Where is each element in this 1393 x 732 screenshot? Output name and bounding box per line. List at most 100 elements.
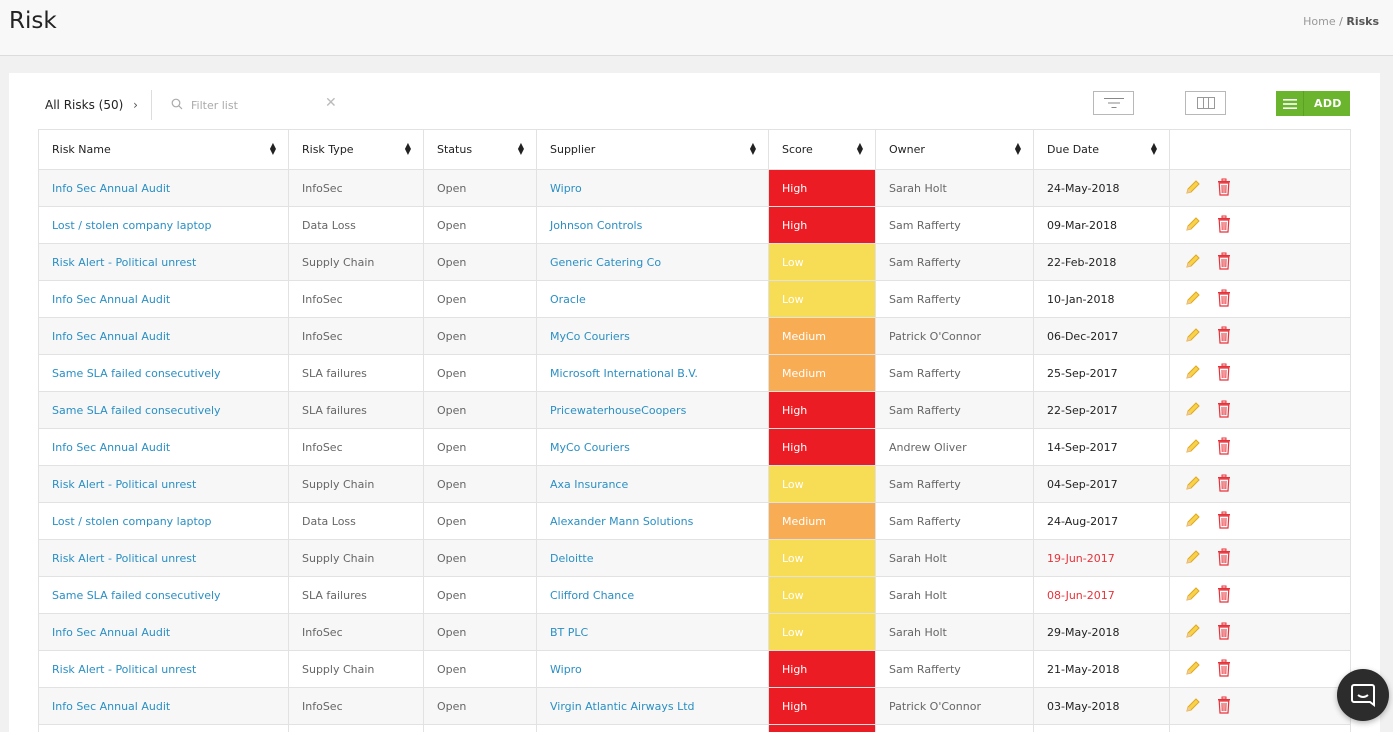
supplier-link[interactable]: Generic Catering Co xyxy=(536,243,769,281)
risk-name-link[interactable]: Info Sec Annual Audit xyxy=(38,317,289,355)
pencil-icon[interactable] xyxy=(1184,474,1202,495)
pencil-icon[interactable] xyxy=(1184,622,1202,643)
table-row[interactable]: Lost / stolen company laptop Data Loss Ope… xyxy=(38,502,1351,540)
supplier-link[interactable]: Clifford Chance xyxy=(536,576,769,614)
trash-icon[interactable] xyxy=(1216,400,1232,421)
column-header-score[interactable]: Score ▲ ▼ xyxy=(768,129,876,170)
risk-name-link[interactable]: Info Sec Annual Audit xyxy=(38,169,289,207)
trash-icon[interactable] xyxy=(1216,363,1232,384)
pencil-icon[interactable] xyxy=(1184,363,1202,384)
add-risk-button[interactable]: ADD xyxy=(1276,91,1350,116)
supplier-link[interactable] xyxy=(536,724,769,732)
risk-name-link[interactable]: Lost / stolen company laptop xyxy=(38,502,289,540)
risk-name-link[interactable] xyxy=(38,724,289,732)
supplier-link[interactable]: PricewaterhouseCoopers xyxy=(536,391,769,429)
table-row[interactable]: Info Sec Annual Audit InfoSec Open MyCo Cou… xyxy=(38,317,1351,355)
column-header-risk-name[interactable]: Risk Name ▲ ▼ xyxy=(38,129,289,170)
table-row[interactable]: Info Sec Annual Audit InfoSec Open MyCo Cou… xyxy=(38,428,1351,466)
supplier-link[interactable]: Virgin Atlantic Airways Ltd xyxy=(536,687,769,725)
sort-arrows-icon[interactable]: ▲ ▼ xyxy=(269,141,276,156)
trash-icon[interactable] xyxy=(1216,622,1232,643)
pencil-icon[interactable] xyxy=(1184,400,1202,421)
risk-name-link[interactable]: Risk Alert - Political unrest xyxy=(38,650,289,688)
pencil-icon[interactable] xyxy=(1184,696,1202,717)
table-row[interactable]: High xyxy=(38,724,1351,732)
trash-icon[interactable] xyxy=(1216,474,1232,495)
risk-name-link[interactable]: Risk Alert - Political unrest xyxy=(38,465,289,503)
pencil-icon[interactable] xyxy=(1184,659,1202,680)
supplier-link[interactable]: Wipro xyxy=(536,650,769,688)
supplier-link[interactable]: Wipro xyxy=(536,169,769,207)
supplier-link[interactable]: BT PLC xyxy=(536,613,769,651)
risk-name-link[interactable]: Risk Alert - Political unrest xyxy=(38,243,289,281)
pencil-icon[interactable] xyxy=(1184,178,1202,199)
pencil-icon[interactable] xyxy=(1184,215,1202,236)
trash-icon[interactable] xyxy=(1216,548,1232,569)
trash-icon[interactable] xyxy=(1216,511,1232,532)
trash-icon[interactable] xyxy=(1216,659,1232,680)
table-row[interactable]: Risk Alert - Political unrest Supply Chai… xyxy=(38,243,1351,281)
column-header-risk-type[interactable]: Risk Type ▲ ▼ xyxy=(288,129,424,170)
table-row[interactable]: Risk Alert - Political unrest Supply Chai… xyxy=(38,650,1351,688)
pencil-icon[interactable] xyxy=(1184,511,1202,532)
all-risks-dropdown[interactable]: All Risks (50) › xyxy=(45,98,138,112)
trash-icon[interactable] xyxy=(1216,289,1232,310)
supplier-link[interactable]: MyCo Couriers xyxy=(536,428,769,466)
risk-name-link[interactable]: Info Sec Annual Audit xyxy=(38,280,289,318)
pencil-icon[interactable] xyxy=(1184,548,1202,569)
column-header-owner[interactable]: Owner ▲ ▼ xyxy=(875,129,1034,170)
pencil-icon[interactable] xyxy=(1184,326,1202,347)
supplier-link[interactable]: Alexander Mann Solutions xyxy=(536,502,769,540)
columns-button[interactable] xyxy=(1185,91,1226,115)
sort-arrows-icon[interactable]: ▲ ▼ xyxy=(856,141,863,156)
filter-list-input[interactable] xyxy=(191,95,316,115)
table-row[interactable]: Info Sec Annual Audit InfoSec Open Wipro Hig… xyxy=(38,169,1351,207)
column-header-supplier[interactable]: Supplier ▲ ▼ xyxy=(536,129,769,170)
trash-icon[interactable] xyxy=(1216,215,1232,236)
table-row[interactable]: Same SLA failed consecutively SLA failure… xyxy=(38,354,1351,392)
supplier-link[interactable]: Oracle xyxy=(536,280,769,318)
table-row[interactable]: Risk Alert - Political unrest Supply Chai… xyxy=(38,465,1351,503)
table-row[interactable]: Info Sec Annual Audit InfoSec Open Virgin A… xyxy=(38,687,1351,725)
column-header-due-date[interactable]: Due Date ▲ ▼ xyxy=(1033,129,1170,170)
supplier-link[interactable]: MyCo Couriers xyxy=(536,317,769,355)
risk-name-link[interactable]: Info Sec Annual Audit xyxy=(38,613,289,651)
trash-icon[interactable] xyxy=(1216,252,1232,273)
column-header-status[interactable]: Status ▲ ▼ xyxy=(423,129,537,170)
close-icon[interactable]: ✕ xyxy=(325,95,337,111)
trash-icon[interactable] xyxy=(1216,696,1232,717)
risk-name-link[interactable]: Info Sec Annual Audit xyxy=(38,428,289,466)
table-row[interactable]: Lost / stolen company laptop Data Loss Ope… xyxy=(38,206,1351,244)
filter-button[interactable] xyxy=(1093,91,1134,115)
supplier-link[interactable]: Johnson Controls xyxy=(536,206,769,244)
pencil-icon[interactable] xyxy=(1184,289,1202,310)
sort-arrows-icon[interactable]: ▲ ▼ xyxy=(1150,141,1157,156)
supplier-link[interactable]: Microsoft International B.V. xyxy=(536,354,769,392)
table-row[interactable]: Info Sec Annual Audit InfoSec Open Oracle Lo… xyxy=(38,280,1351,318)
trash-icon[interactable] xyxy=(1216,585,1232,606)
table-row[interactable]: Same SLA failed consecutively SLA failure… xyxy=(38,576,1351,614)
chat-button[interactable] xyxy=(1337,669,1389,721)
breadcrumb-home-link[interactable]: Home xyxy=(1303,15,1336,28)
trash-icon[interactable] xyxy=(1216,326,1232,347)
trash-icon[interactable] xyxy=(1216,178,1232,199)
pencil-icon[interactable] xyxy=(1184,252,1202,273)
trash-icon[interactable] xyxy=(1216,437,1232,458)
sort-arrows-icon[interactable]: ▲ ▼ xyxy=(517,141,524,156)
risk-name-link[interactable]: Same SLA failed consecutively xyxy=(38,391,289,429)
risk-name-link[interactable]: Info Sec Annual Audit xyxy=(38,687,289,725)
table-row[interactable]: Info Sec Annual Audit InfoSec Open BT PLC Lo… xyxy=(38,613,1351,651)
risk-name-link[interactable]: Lost / stolen company laptop xyxy=(38,206,289,244)
sort-arrows-icon[interactable]: ▲ ▼ xyxy=(1014,141,1021,156)
risk-name-link[interactable]: Same SLA failed consecutively xyxy=(38,354,289,392)
table-row[interactable]: Same SLA failed consecutively SLA failure… xyxy=(38,391,1351,429)
supplier-link[interactable]: Deloitte xyxy=(536,539,769,577)
pencil-icon[interactable] xyxy=(1184,585,1202,606)
sort-arrows-icon[interactable]: ▲ ▼ xyxy=(749,141,756,156)
supplier-link[interactable]: Axa Insurance xyxy=(536,465,769,503)
pencil-icon[interactable] xyxy=(1184,437,1202,458)
risk-name-link[interactable]: Risk Alert - Political unrest xyxy=(38,539,289,577)
risk-name-link[interactable]: Same SLA failed consecutively xyxy=(38,576,289,614)
table-row[interactable]: Risk Alert - Political unrest Supply Chai… xyxy=(38,539,1351,577)
sort-arrows-icon[interactable]: ▲ ▼ xyxy=(404,141,411,156)
